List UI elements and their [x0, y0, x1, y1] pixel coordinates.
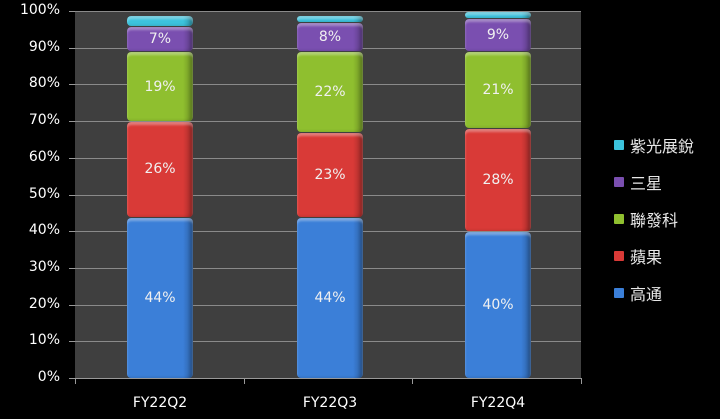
- bar-segment: 44%: [127, 217, 193, 378]
- legend-item: 聯發科: [614, 200, 694, 237]
- legend-label: 高通: [630, 284, 663, 304]
- bar-FY22Q2: 44% 26% 19% 7%: [127, 11, 193, 378]
- x-tick-label: FY22Q2: [132, 395, 188, 411]
- legend-swatch-icon: [614, 250, 624, 261]
- y-tick-mark: [69, 47, 75, 49]
- y-tick-mark: [69, 231, 75, 233]
- y-tick-label: 0%: [37, 369, 60, 385]
- bar-segment: 7%: [127, 26, 193, 52]
- y-tick-mark: [69, 84, 75, 86]
- y-tick-label: 100%: [19, 2, 60, 18]
- y-tick-label: 20%: [28, 295, 60, 312]
- bar-segment: [127, 15, 193, 26]
- legend-swatch-icon: [614, 139, 624, 150]
- legend-item: 蘋果: [614, 237, 694, 274]
- y-tick-mark: [69, 341, 75, 343]
- y-tick-mark: [69, 11, 75, 12]
- bar-segment: 26%: [127, 122, 193, 217]
- bar-segment: 21%: [465, 52, 531, 129]
- legend-item: 紫光展銳: [614, 126, 694, 163]
- y-tick-label: 70%: [28, 112, 60, 129]
- bar-segment: [465, 12, 531, 19]
- bar-segment: 8%: [297, 23, 363, 52]
- y-tick-label: 10%: [28, 332, 60, 349]
- bar-FY22Q4: 40% 28% 21% 9%: [465, 11, 531, 378]
- legend-item: 高通: [614, 274, 694, 311]
- x-tick-label: FY22Q4: [470, 395, 526, 411]
- bar-segment: 19%: [127, 52, 193, 122]
- bar-segment: [297, 15, 363, 23]
- x-tick-mark: [75, 378, 76, 384]
- legend-label: 聯發科: [630, 210, 679, 230]
- x-tick-label: FY22Q3: [302, 395, 358, 411]
- y-tick-mark: [69, 267, 75, 269]
- bar-segment: 22%: [297, 52, 363, 133]
- gridline: [75, 11, 581, 12]
- legend-label: 三星: [630, 173, 663, 193]
- y-tick-mark: [69, 157, 75, 159]
- legend-label: 紫光展銳: [630, 136, 695, 156]
- y-tick-label: 60%: [28, 148, 60, 165]
- bar-segment: 44%: [297, 217, 363, 378]
- bar-segment: 40%: [465, 232, 531, 378]
- x-tick-mark: [412, 378, 414, 384]
- x-tick-mark: [243, 378, 245, 384]
- y-tick-mark: [69, 304, 75, 306]
- bar-FY22Q3: 44% 23% 22% 8%: [297, 11, 363, 378]
- y-tick-mark: [69, 378, 75, 379]
- legend-item: 三星: [614, 163, 694, 200]
- y-tick-label: 80%: [28, 75, 60, 92]
- legend-label: 蘋果: [630, 247, 663, 267]
- y-tick-mark: [69, 121, 75, 123]
- y-tick-label: 90%: [28, 38, 60, 55]
- legend-swatch-icon: [614, 176, 624, 187]
- y-tick-label: 50%: [28, 185, 60, 202]
- legend-swatch-icon: [614, 213, 624, 224]
- bar-segment: 9%: [465, 19, 531, 52]
- y-tick-mark: [69, 194, 75, 196]
- x-tick-mark: [581, 378, 582, 384]
- legend: 紫光展銳三星聯發科蘋果高通: [614, 126, 694, 311]
- plot-area: 44% 26% 19% 7% 44% 23% 22% 8% 40% 28% 21% 9%: [75, 11, 581, 378]
- y-tick-label: 30%: [28, 258, 60, 275]
- x-axis-line: [75, 378, 581, 379]
- legend-swatch-icon: [614, 287, 624, 298]
- y-tick-label: 40%: [28, 222, 60, 239]
- bar-segment: 23%: [297, 133, 363, 217]
- bar-segment: 28%: [465, 129, 531, 232]
